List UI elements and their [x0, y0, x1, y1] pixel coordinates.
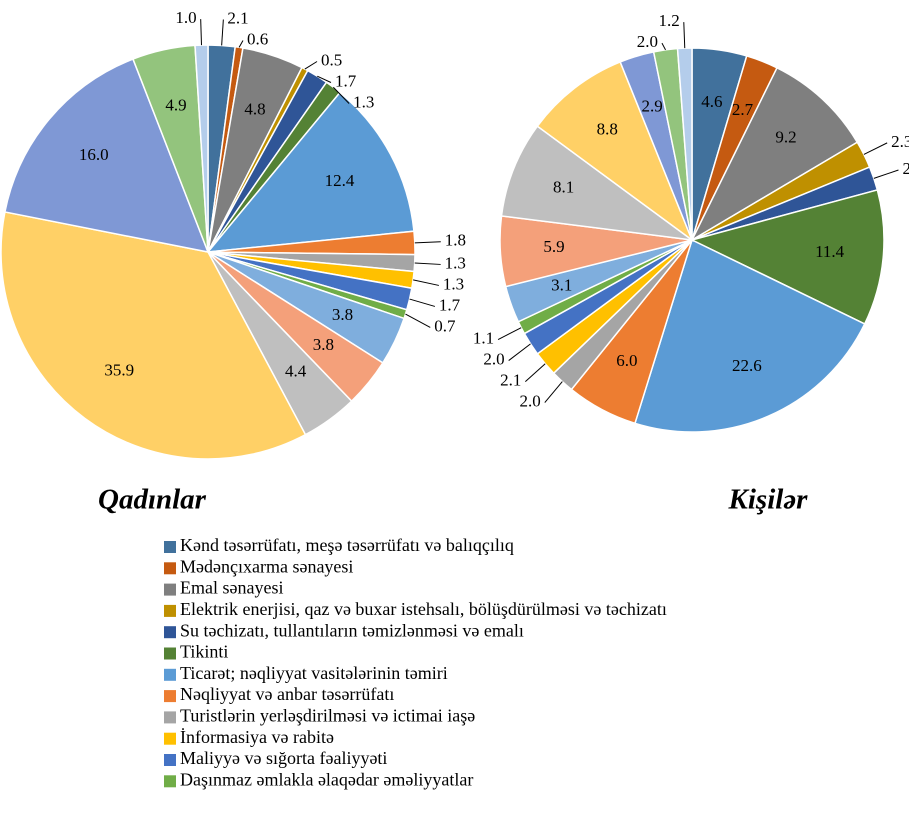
leader-line	[508, 343, 531, 361]
data-label: 0.6	[247, 29, 268, 48]
data-label: 5.9	[543, 237, 564, 256]
data-label: 4.4	[285, 361, 307, 380]
leader-line	[409, 298, 436, 307]
legend-swatch	[164, 626, 176, 639]
pie-slice	[194, 44, 209, 253]
legend-label: Emal sənayesi	[180, 578, 283, 598]
data-label: 1.2	[659, 11, 680, 30]
data-label: 4.8	[244, 99, 265, 118]
legend-label: Ticarət; nəqliyyat vasitələrinin təmiri	[180, 663, 448, 683]
data-label: 12.4	[325, 171, 355, 190]
leader-line	[863, 142, 888, 155]
leader-line	[525, 363, 546, 382]
data-label: 1.3	[443, 274, 464, 293]
legend-swatch	[164, 690, 176, 703]
data-label: 3.1	[551, 275, 572, 294]
leader-line	[414, 241, 441, 244]
legend-label: Tikinti	[180, 642, 228, 662]
data-label: 2.7	[732, 100, 754, 119]
data-label: 1.0	[175, 8, 196, 27]
leader-line	[544, 381, 563, 403]
leader-line	[200, 19, 202, 46]
pie-slice	[690, 66, 859, 242]
pie-slice	[536, 60, 694, 243]
data-label: 2.0	[483, 349, 504, 368]
data-label: 1.7	[439, 295, 461, 314]
data-label: 2.3	[891, 132, 909, 151]
pie-slice	[689, 188, 885, 325]
data-label: 16.0	[79, 145, 109, 164]
leader-line	[405, 313, 431, 328]
data-label: 2.1	[500, 370, 521, 389]
data-label: 1.3	[445, 253, 466, 272]
legend-label: Elektrik enerjisi, qaz və buxar istehsal…	[180, 599, 667, 619]
data-label: 1.3	[353, 92, 374, 111]
leader-line	[317, 75, 332, 83]
pie-title: Kişilər	[728, 484, 809, 516]
data-label: 2.0	[520, 391, 541, 410]
data-label: 9.2	[775, 128, 796, 147]
data-label: 11.4	[815, 242, 845, 261]
leader-line	[332, 86, 350, 104]
legend-label: Daşınmaz əmlakla əlaqədar əməliyyatlar	[180, 769, 473, 789]
legend-label: İnformasiya və rabitə	[180, 727, 334, 747]
data-label: 8.1	[553, 178, 574, 197]
legend-swatch	[164, 775, 176, 788]
legend-label: Maliyyə və sığorta fəaliyyəti	[180, 748, 387, 768]
data-label: 1.1	[473, 328, 494, 347]
data-label: 2.1	[227, 8, 248, 27]
data-label: 1.7	[335, 71, 357, 90]
leader-line	[413, 279, 439, 286]
leader-line	[304, 61, 318, 70]
pie-slice	[4, 58, 210, 253]
data-label: 2.0	[902, 159, 909, 178]
legend-swatch	[164, 754, 176, 766]
data-label: 1.8	[445, 231, 466, 250]
legend-swatch	[164, 647, 176, 660]
data-label: 6.0	[616, 351, 637, 370]
legend-swatch	[164, 583, 176, 596]
leader-line	[238, 40, 244, 48]
data-label: 2.0	[637, 32, 658, 51]
leader-line	[661, 42, 666, 51]
pie-slice	[634, 238, 866, 433]
legend-label: Su təchizatı, tullantıların təmizlənməsi…	[180, 620, 524, 640]
leader-line	[221, 19, 224, 46]
legend-swatch	[164, 668, 176, 681]
data-label: 4.9	[165, 95, 186, 114]
data-label: 2.9	[642, 97, 663, 116]
legend-swatch	[164, 541, 176, 553]
legend-swatch	[164, 732, 176, 745]
data-label: 4.6	[701, 92, 722, 111]
legend-swatch	[164, 711, 176, 724]
legend-swatch	[164, 562, 176, 575]
leader-line	[497, 327, 522, 341]
legend-label: Turistlərin yerləşdirilməsi və ictimai i…	[180, 706, 475, 726]
legend-label: Kənd təsərrüfatı, meşə təsərrüfatı və ba…	[180, 535, 514, 555]
leader-line	[873, 169, 899, 179]
legend-label: Mədənçıxarma sənayesi	[180, 556, 353, 576]
pie-slice	[500, 125, 695, 242]
data-label: 8.8	[597, 120, 618, 139]
data-label: 22.6	[732, 356, 762, 375]
pie-slice	[206, 91, 415, 253]
data-label: 35.9	[104, 361, 134, 380]
leader-line	[414, 262, 441, 265]
data-label: 0.7	[434, 316, 456, 335]
legend-label: Nəqliyyat və anbar təsərrüfatı	[180, 684, 394, 704]
pie-title: Qadınlar	[98, 484, 207, 516]
data-label: 0.5	[321, 50, 342, 69]
legend-swatch	[164, 604, 176, 617]
data-label: 3.8	[313, 335, 334, 354]
pie-slice	[0, 211, 307, 460]
leader-line	[683, 22, 686, 49]
data-label: 3.8	[332, 305, 353, 324]
